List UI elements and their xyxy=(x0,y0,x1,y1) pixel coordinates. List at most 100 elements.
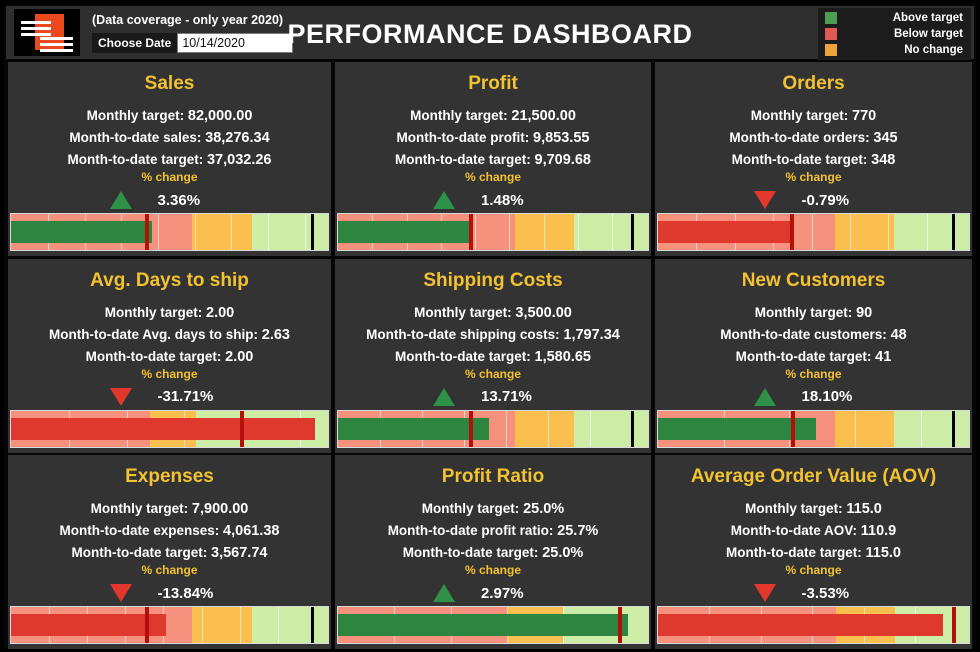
metric-line: Month-to-date target: 37,032.26 xyxy=(10,152,329,168)
metric-value: 115.0 xyxy=(846,501,882,517)
change-value: 18.10% xyxy=(801,388,853,405)
metric-line: Month-to-date target: 41 xyxy=(657,349,970,365)
metric-value: 115.0 xyxy=(865,545,902,561)
metric-label: Month-to-date target: xyxy=(71,545,208,560)
metric-label: Monthly target: xyxy=(86,108,185,123)
metric-label: Month-to-date target: xyxy=(67,152,204,167)
metric-value: 348 xyxy=(871,152,896,168)
company-logo xyxy=(14,9,80,56)
bullet-chart xyxy=(657,213,970,251)
trend-arrow-icon xyxy=(433,191,455,209)
metric-label: Month-to-date target: xyxy=(735,348,872,364)
metric-label: Month-to-date target: xyxy=(395,152,531,167)
metric-line: Month-to-date expenses: 4,061.38 xyxy=(10,523,329,539)
metric-value: 1,797.34 xyxy=(563,326,620,343)
metric-line: Month-to-date target: 1,580.65 xyxy=(337,349,649,365)
change-value: -31.71% xyxy=(157,388,214,405)
kpi-card-expenses: Expenses Monthly target: 7,900.00 Month-… xyxy=(8,455,331,649)
metric-value: 25.7% xyxy=(557,523,599,539)
metric-value: 21,500.00 xyxy=(511,108,576,124)
metric-line: Month-to-date target: 9,709.68 xyxy=(337,152,649,168)
change-value: -3.53% xyxy=(801,584,850,602)
metric-label: Month-to-date target: xyxy=(395,348,531,364)
metric-value: 2.63 xyxy=(261,326,290,343)
metric-value: 25.0% xyxy=(523,501,565,517)
percent-change-label: % change xyxy=(141,563,198,577)
bullet-chart xyxy=(337,213,649,251)
metric-label: Month-to-date profit: xyxy=(396,130,530,145)
metric-value: 90 xyxy=(856,304,873,321)
change-row: 2.97% xyxy=(335,584,651,602)
trend-arrow-icon xyxy=(433,584,455,602)
change-row: -3.53% xyxy=(655,584,972,602)
kpi-card-sales: Sales Monthly target: 82,000.00 Month-to… xyxy=(8,62,331,256)
change-value: 13.71% xyxy=(481,388,532,405)
metric-value: 2.00 xyxy=(225,348,254,365)
above-target-swatch-icon xyxy=(825,12,837,24)
metric-label: Monthly target: xyxy=(421,501,520,516)
metric-value: 7,900.00 xyxy=(191,501,249,517)
trend-arrow-icon xyxy=(109,191,132,209)
metric-line: Monthly target: 7,900.00 xyxy=(10,501,329,517)
metric-label: Monthly target: xyxy=(90,501,189,516)
metric-value: 48 xyxy=(890,326,907,343)
metric-label: Month-to-date Avg. days to ship: xyxy=(49,326,258,342)
bullet-chart xyxy=(10,213,329,251)
card-title: Shipping Costs xyxy=(423,269,563,291)
metric-label: Monthly target: xyxy=(104,304,203,320)
metric-value: 9,709.68 xyxy=(534,152,591,168)
percent-change-label: % change xyxy=(785,366,842,381)
change-value: -13.84% xyxy=(157,584,214,602)
change-value: 3.36% xyxy=(157,191,201,209)
bullet-chart xyxy=(337,409,649,448)
card-title: Profit Ratio xyxy=(441,466,545,487)
metric-line: Month-to-date profit: 9,853.55 xyxy=(337,130,649,146)
metric-value: 110.9 xyxy=(860,523,897,539)
metric-line: Month-to-date target: 2.00 xyxy=(10,349,329,365)
metric-line: Month-to-date profit ratio: 25.7% xyxy=(337,523,649,539)
date-input[interactable] xyxy=(177,33,294,53)
kpi-card-shipping-costs: Shipping Costs Monthly target: 3,500.00 … xyxy=(335,258,651,453)
metric-label: Month-to-date target: xyxy=(731,152,868,167)
kpi-card-orders: Orders Monthly target: 770 Month-to-date… xyxy=(655,62,972,256)
change-row: -13.84% xyxy=(8,584,331,602)
change-row: 3.36% xyxy=(8,191,331,209)
metric-label: Month-to-date expenses: xyxy=(59,523,220,538)
below-target-swatch-icon xyxy=(825,28,837,40)
percent-change-label: % change xyxy=(785,170,842,184)
percent-change-label: % change xyxy=(464,366,521,381)
percent-change-label: % change xyxy=(464,170,521,184)
change-row: -0.79% xyxy=(655,191,972,209)
card-title: Avg. Days to ship xyxy=(90,269,249,291)
metric-label: Month-to-date target: xyxy=(726,545,862,560)
metric-value: 345 xyxy=(873,130,898,146)
metric-label: Month-to-date target: xyxy=(402,545,539,560)
metric-line: Month-to-date Avg. days to ship: 2.63 xyxy=(10,327,329,343)
metric-label: Monthly target: xyxy=(750,108,849,123)
metric-label: Month-to-date AOV: xyxy=(730,523,857,538)
metric-value: 41 xyxy=(875,348,892,365)
metric-value: 2.00 xyxy=(206,304,235,321)
trend-arrow-icon xyxy=(753,387,776,406)
metric-line: Month-to-date sales: 38,276.34 xyxy=(10,130,329,146)
metric-label: Monthly target: xyxy=(745,501,843,516)
metric-line: Monthly target: 25.0% xyxy=(337,501,649,517)
trend-arrow-icon xyxy=(433,387,455,406)
metric-line: Month-to-date AOV: 110.9 xyxy=(657,523,970,539)
legend: Above target Below target No change xyxy=(818,8,971,60)
trend-arrow-icon xyxy=(109,387,132,406)
metric-label: Month-to-date customers: xyxy=(720,326,887,342)
metric-label: Monthly target: xyxy=(754,304,853,320)
metric-line: Month-to-date shipping costs: 1,797.34 xyxy=(337,327,649,343)
legend-item-above-target: Above target xyxy=(825,11,963,25)
change-row: 13.71% xyxy=(335,387,651,406)
metric-label: Month-to-date sales: xyxy=(69,130,202,145)
dashboard-header: (Data coverage - only year 2020) Choose … xyxy=(6,6,974,60)
kpi-card-profit-ratio: Profit Ratio Monthly target: 25.0% Month… xyxy=(335,455,651,649)
bullet-chart xyxy=(657,409,970,448)
metric-line: Monthly target: 2.00 xyxy=(10,305,329,321)
trend-arrow-icon xyxy=(753,191,776,209)
metric-line: Monthly target: 770 xyxy=(657,108,970,124)
change-value: 2.97% xyxy=(481,584,524,602)
